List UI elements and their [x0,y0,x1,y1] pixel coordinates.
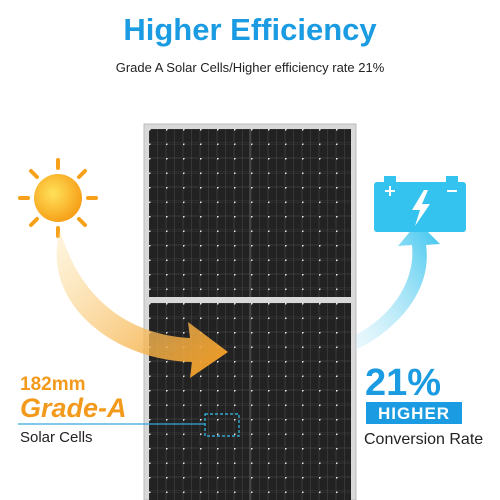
rate: 21% [365,362,441,404]
title: Higher Efficiency [123,12,377,47]
cell-grade: Grade-A [20,393,127,423]
sun-icon [18,158,98,238]
badge-bg [366,402,462,424]
cell-size: 182mm [20,374,86,395]
sunlight-arrow [56,230,228,378]
cell-label: Solar Cells [20,429,93,446]
energy-arrow [356,222,440,350]
rate-label: Conversion Rate [364,431,483,448]
badge: HIGHER [378,404,450,423]
subtitle: Grade A Solar Cells/Higher efficiency ra… [116,60,385,75]
cell-highlight [204,413,240,437]
battery-icon [374,176,466,232]
solar-panel [143,123,357,500]
